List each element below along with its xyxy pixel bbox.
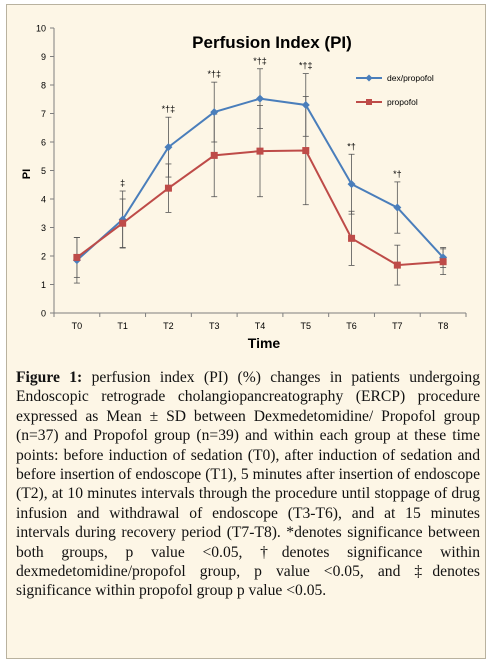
y-tick-label: 0 xyxy=(41,309,46,319)
legend-marker xyxy=(366,99,372,105)
perfusion-index-chart: 0 1 2 3 4 5 6 7 8 9 10 T0 T1 T2 T3 T4 T5 T6 T7 T8 ‡ *†‡ *†‡ *†… xyxy=(21,24,467,351)
significance-annotation: *†‡ xyxy=(162,104,176,114)
data-point xyxy=(73,253,81,261)
x-tick-label: T6 xyxy=(346,321,357,331)
data-point xyxy=(347,180,356,189)
data-point xyxy=(256,147,264,155)
data-point xyxy=(348,234,356,242)
figure-frame xyxy=(6,4,486,659)
y-tick-label: 10 xyxy=(36,24,46,34)
x-axis-label: Time xyxy=(248,335,281,351)
significance-annotation: *†‡ xyxy=(207,69,221,79)
data-point xyxy=(393,203,402,212)
data-point xyxy=(210,151,218,159)
y-tick-label: 9 xyxy=(41,52,46,62)
y-tick-label: 1 xyxy=(41,280,46,290)
data-point xyxy=(439,258,447,266)
data-point xyxy=(256,94,264,103)
x-tick-label: T3 xyxy=(209,321,220,331)
chart-title: Perfusion Index (PI) xyxy=(192,33,352,52)
significance-annotation: *† xyxy=(393,169,402,179)
legend-label: dex/propofol xyxy=(387,73,434,83)
y-tick-label: 8 xyxy=(41,81,46,91)
data-point xyxy=(164,143,173,152)
chart-axes: 0 1 2 3 4 5 6 7 8 9 10 T0 T1 T2 T3 T4 T5 T6 T7 T8 xyxy=(36,24,467,331)
data-point xyxy=(302,147,310,155)
figure-caption: Figure 1: perfusion index (PI) (%) chang… xyxy=(16,368,480,601)
data-point xyxy=(301,100,310,109)
data-point xyxy=(119,219,127,227)
significance-annotation: *†‡ xyxy=(299,61,313,71)
y-tick-label: 3 xyxy=(41,223,46,233)
x-tick-label: T7 xyxy=(392,321,403,331)
caption-text: perfusion index (PI) (%) changes in pati… xyxy=(16,369,480,600)
y-axis-label: PI xyxy=(21,169,33,179)
data-point xyxy=(210,108,219,117)
y-tick-label: 6 xyxy=(41,138,46,148)
data-point xyxy=(393,261,401,269)
legend-label: propofol xyxy=(387,97,418,107)
x-tick-label: T0 xyxy=(72,321,83,331)
caption-label: Figure 1: xyxy=(16,369,83,386)
legend-marker xyxy=(365,74,373,82)
y-tick-label: 4 xyxy=(41,195,46,205)
significance-annotation: ‡ xyxy=(120,178,125,188)
x-tick-label: T8 xyxy=(438,321,449,331)
y-tick-label: 5 xyxy=(41,166,46,176)
series-layer: ‡ *†‡ *†‡ *†‡ *†‡ *† *† xyxy=(72,56,448,286)
x-tick-label: T4 xyxy=(255,321,266,331)
x-tick-label: T1 xyxy=(117,321,128,331)
x-tick-label: T2 xyxy=(163,321,174,331)
y-tick-label: 7 xyxy=(41,109,46,119)
significance-annotation: *†‡ xyxy=(253,56,267,66)
significance-annotation: *† xyxy=(347,141,356,151)
chart-legend: dex/propofol propofol xyxy=(356,73,434,107)
x-tick-label: T5 xyxy=(301,321,312,331)
y-tick-label: 2 xyxy=(41,252,46,262)
data-point xyxy=(164,184,172,192)
